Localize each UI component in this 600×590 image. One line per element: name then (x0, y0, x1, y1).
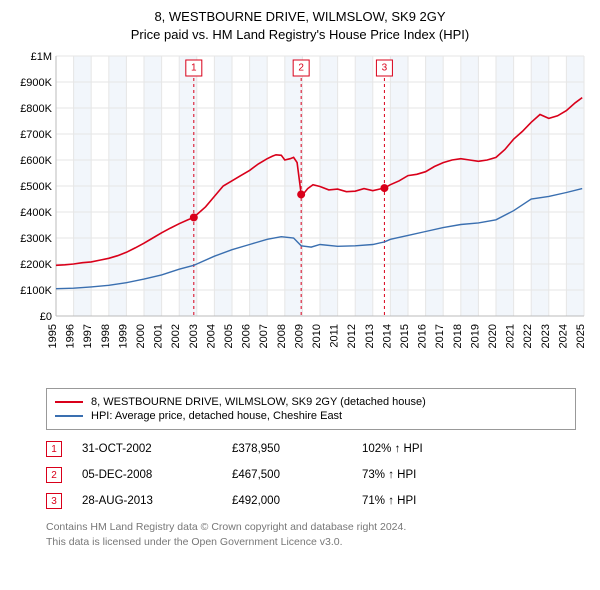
svg-text:1: 1 (191, 63, 197, 74)
legend-label: HPI: Average price, detached house, Ches… (91, 410, 342, 422)
svg-text:£800K: £800K (20, 103, 52, 115)
svg-text:2023: 2023 (540, 324, 552, 348)
event-date: 28-AUG-2013 (82, 495, 232, 507)
event-row: 2 05-DEC-2008 £467,500 73% ↑ HPI (46, 462, 576, 488)
legend-item: HPI: Average price, detached house, Ches… (55, 409, 567, 423)
event-row: 3 28-AUG-2013 £492,000 71% ↑ HPI (46, 488, 576, 514)
event-marker: 1 (46, 441, 62, 457)
legend: 8, WESTBOURNE DRIVE, WILMSLOW, SK9 2GY (… (46, 388, 576, 430)
svg-text:2012: 2012 (346, 324, 358, 348)
event-price: £467,500 (232, 469, 362, 481)
event-hpi: 71% ↑ HPI (362, 495, 416, 507)
svg-text:2015: 2015 (399, 324, 411, 348)
svg-text:£0: £0 (40, 311, 52, 323)
svg-text:2001: 2001 (153, 324, 165, 348)
event-marker: 3 (46, 493, 62, 509)
svg-text:2018: 2018 (452, 324, 464, 348)
svg-text:1999: 1999 (117, 324, 129, 348)
event-date: 31-OCT-2002 (82, 443, 232, 455)
event-marker: 2 (46, 467, 62, 483)
svg-text:2016: 2016 (417, 324, 429, 348)
svg-text:2013: 2013 (364, 324, 376, 348)
svg-text:£700K: £700K (20, 129, 52, 141)
svg-text:3: 3 (382, 63, 388, 74)
svg-text:2009: 2009 (293, 324, 305, 348)
svg-text:£500K: £500K (20, 181, 52, 193)
svg-text:£400K: £400K (20, 207, 52, 219)
svg-text:1997: 1997 (82, 324, 94, 348)
svg-text:£1M: £1M (31, 51, 52, 63)
svg-text:£100K: £100K (20, 285, 52, 297)
title-line-2: Price paid vs. HM Land Registry's House … (10, 26, 590, 44)
svg-text:2024: 2024 (557, 324, 569, 348)
svg-text:2021: 2021 (505, 324, 517, 348)
svg-text:2022: 2022 (522, 324, 534, 348)
svg-text:2004: 2004 (205, 324, 217, 348)
event-date: 05-DEC-2008 (82, 469, 232, 481)
svg-text:£200K: £200K (20, 259, 52, 271)
chart: £0 £100K £200K £300K £400K £500K £600K £700K £80… (10, 50, 590, 380)
svg-text:2025: 2025 (575, 324, 587, 348)
svg-text:1998: 1998 (100, 324, 112, 348)
legend-swatch (55, 401, 83, 403)
events-table: 1 31-OCT-2002 £378,950 102% ↑ HPI 2 05-D… (46, 436, 576, 514)
footer: Contains HM Land Registry data © Crown c… (46, 520, 590, 548)
svg-text:1996: 1996 (65, 324, 77, 348)
legend-swatch (55, 415, 83, 417)
svg-text:2017: 2017 (434, 324, 446, 348)
footer-line-2: This data is licensed under the Open Gov… (46, 535, 590, 549)
svg-text:2003: 2003 (188, 324, 200, 348)
event-hpi: 102% ↑ HPI (362, 443, 423, 455)
chart-container: 8, WESTBOURNE DRIVE, WILMSLOW, SK9 2GY P… (0, 0, 600, 555)
svg-text:2: 2 (298, 63, 304, 74)
svg-text:£900K: £900K (20, 77, 52, 89)
svg-text:£300K: £300K (20, 233, 52, 245)
svg-text:2006: 2006 (241, 324, 253, 348)
svg-text:2011: 2011 (329, 324, 341, 348)
svg-text:1995: 1995 (47, 324, 59, 348)
svg-text:2000: 2000 (135, 324, 147, 348)
event-hpi: 73% ↑ HPI (362, 469, 416, 481)
chart-svg: £0 £100K £200K £300K £400K £500K £600K £700K £80… (10, 50, 590, 380)
svg-text:2020: 2020 (487, 324, 499, 348)
svg-text:2007: 2007 (258, 324, 270, 348)
svg-text:2002: 2002 (170, 324, 182, 348)
event-row: 1 31-OCT-2002 £378,950 102% ↑ HPI (46, 436, 576, 462)
svg-text:£600K: £600K (20, 155, 52, 167)
legend-label: 8, WESTBOURNE DRIVE, WILMSLOW, SK9 2GY (… (91, 396, 426, 408)
title-block: 8, WESTBOURNE DRIVE, WILMSLOW, SK9 2GY P… (10, 8, 590, 44)
svg-text:2010: 2010 (311, 324, 323, 348)
svg-text:2019: 2019 (469, 324, 481, 348)
svg-text:2008: 2008 (276, 324, 288, 348)
svg-text:2005: 2005 (223, 324, 235, 348)
title-line-1: 8, WESTBOURNE DRIVE, WILMSLOW, SK9 2GY (10, 8, 590, 26)
event-price: £492,000 (232, 495, 362, 507)
event-price: £378,950 (232, 443, 362, 455)
footer-line-1: Contains HM Land Registry data © Crown c… (46, 520, 590, 534)
svg-text:2014: 2014 (381, 324, 393, 348)
legend-item: 8, WESTBOURNE DRIVE, WILMSLOW, SK9 2GY (… (55, 395, 567, 409)
